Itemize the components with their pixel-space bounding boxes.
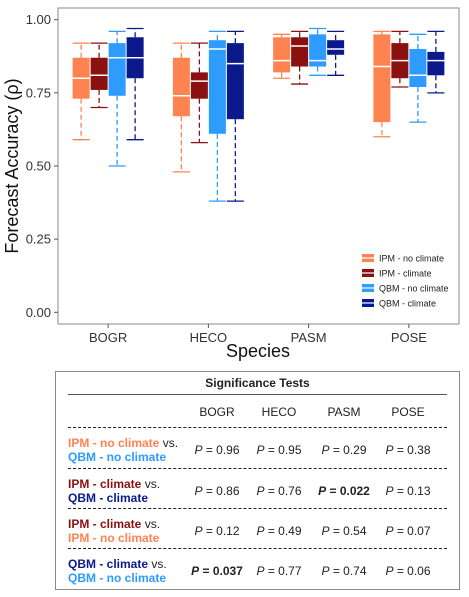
p-value-pasm: P = 0.022 [318, 484, 370, 498]
x-axis-title: Species [226, 341, 290, 361]
column-header-bogr: BOGR [199, 405, 235, 419]
p-value-heco: P = 0.77 [256, 564, 302, 578]
model-b-label: QBM - climate [68, 491, 149, 505]
p-value-pasm: P = 0.29 [321, 443, 367, 457]
versus-text: vs. [141, 477, 161, 491]
box-ipm-climate-pose [391, 30, 409, 88]
x-tick-label: BOGR [89, 330, 127, 345]
box-body [172, 57, 190, 117]
box-body [190, 72, 208, 99]
box-qbm-climate-pose [427, 30, 445, 94]
p-value-heco: P = 0.95 [256, 443, 302, 457]
box-qbm-climate-bogr [126, 27, 144, 141]
box-ipm-no-climate-heco [172, 42, 190, 173]
y-tick-label: 0.75 [26, 85, 51, 100]
model-a-label: IPM - climate [68, 477, 142, 491]
box-body [309, 34, 327, 67]
box-plot-chart: 0.00 0.25 0.50 0.75 1.00 BOGR HECO PASM POSE IP… [2, 7, 460, 361]
box-body [226, 43, 244, 120]
column-header-heco: HECO [261, 405, 297, 419]
p-value-pasm: P = 0.74 [321, 564, 367, 578]
y-axis-title: Forecast Accuracy (ρ) [2, 78, 22, 253]
box-body [90, 57, 108, 90]
model-b-label: QBM - no climate [68, 450, 167, 464]
p-value-pose: P = 0.07 [385, 524, 431, 538]
y-tick-label: 0.50 [26, 159, 51, 174]
box-body [273, 37, 291, 73]
significance-row: IPM - no climate vs. QBM - no climate P = … [56, 429, 459, 467]
model-b-label: QBM - no climate [68, 571, 167, 585]
model-a-label: QBM - climate [68, 557, 149, 571]
box-body [108, 43, 126, 96]
box-ipm-climate-heco [190, 42, 208, 144]
comparison-label: IPM - no climate vs. QBM - no climate [68, 436, 178, 464]
box-body [208, 40, 226, 134]
model-b-label: IPM - no climate [68, 531, 160, 545]
box-qbm-no-climate-bogr [108, 30, 126, 167]
p-value-heco: P = 0.76 [256, 484, 302, 498]
box-ipm-no-climate-bogr [72, 42, 90, 141]
box-body [427, 51, 445, 76]
box-body [291, 37, 309, 67]
p-value-heco: P = 0.49 [256, 524, 302, 538]
model-a-label: IPM - no climate [68, 436, 160, 450]
p-value-bogr: P = 0.037 [191, 564, 243, 578]
legend-label: QBM - no climate [379, 284, 449, 294]
box-body [409, 48, 427, 87]
column-header-pose: POSE [391, 405, 425, 419]
box-ipm-no-climate-pose [373, 30, 391, 138]
legend-label: QBM - climate [379, 299, 436, 309]
versus-text: vs. [159, 436, 179, 450]
p-value-pose: P = 0.06 [385, 564, 431, 578]
box-ipm-climate-pasm [291, 30, 309, 85]
x-tick-label: POSE [391, 330, 427, 345]
row-divider [68, 508, 447, 509]
box-qbm-climate-heco [226, 30, 244, 202]
p-value-pose: P = 0.38 [385, 443, 431, 457]
versus-text: vs. [148, 557, 167, 571]
legend-label: IPM - no climate [379, 254, 444, 264]
p-value-pasm: P = 0.54 [321, 524, 367, 538]
y-tick-label: 0.25 [26, 232, 51, 247]
y-tick-label: 0.00 [26, 305, 51, 320]
y-tick-label: 1.00 [26, 12, 51, 27]
significance-row: IPM - climate vs. IPM - no climate P = 0.1… [56, 510, 459, 548]
p-value-pose: P = 0.13 [385, 484, 431, 498]
p-value-bogr: P = 0.86 [194, 484, 240, 498]
x-tick-label: PASM [291, 330, 327, 345]
box-qbm-no-climate-pose [409, 33, 427, 123]
comparison-label: IPM - climate vs. QBM - climate [68, 477, 160, 505]
x-tick-label: HECO [190, 330, 228, 345]
significance-tests-panel: Significance Tests BOGR HECO PASM POSE IPM … [55, 371, 460, 590]
box-qbm-climate-pasm [327, 30, 345, 76]
comparison-label: IPM - climate vs. IPM - no climate [68, 517, 160, 545]
significance-title: Significance Tests [205, 376, 310, 390]
row-divider [68, 468, 447, 469]
box-ipm-climate-bogr [90, 42, 108, 109]
box-body [327, 40, 345, 55]
p-value-bogr: P = 0.96 [194, 443, 240, 457]
significance-row: IPM - climate vs. QBM - climate P = 0.86 P … [56, 470, 459, 508]
row-divider [68, 427, 447, 428]
box-body [373, 34, 391, 123]
box-ipm-no-climate-pasm [273, 33, 291, 79]
row-divider [68, 548, 447, 549]
column-header-pasm: PASM [327, 405, 361, 419]
title-rule [68, 394, 447, 395]
box-qbm-no-climate-heco [208, 30, 226, 202]
significance-row: QBM - climate vs. QBM - no climate P = 0.0… [56, 550, 459, 588]
model-a-label: IPM - climate [68, 517, 142, 531]
legend-label: IPM - climate [379, 269, 432, 279]
box-qbm-no-climate-pasm [309, 27, 327, 76]
versus-text: vs. [141, 517, 161, 531]
p-value-bogr: P = 0.12 [194, 524, 240, 538]
comparison-label: QBM - climate vs. QBM - no climate [68, 557, 167, 585]
